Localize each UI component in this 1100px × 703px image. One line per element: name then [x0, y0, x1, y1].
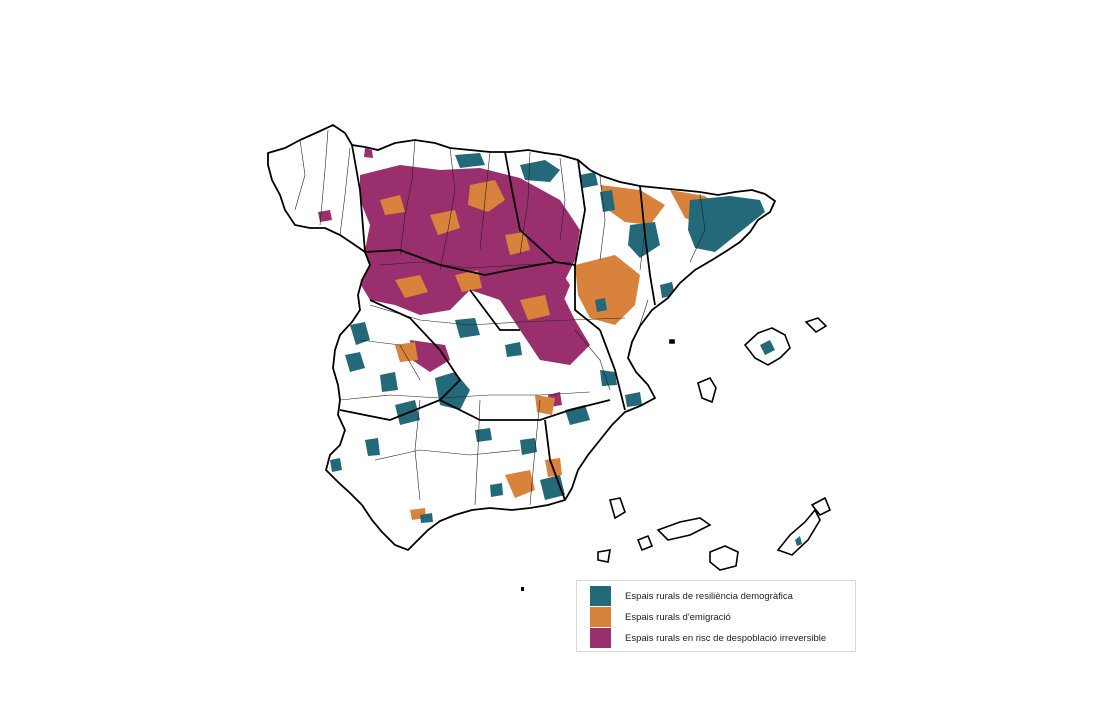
canary-islands — [521, 496, 832, 591]
legend-label-depopulation: Espais rurals en risc de despoblació irr… — [625, 632, 827, 644]
region-borders — [339, 144, 656, 501]
legend-label-resilience: Espais rurals de resiliència demogràfica — [625, 590, 793, 602]
legend-item-emigration: Espais rurals d'emigració — [590, 607, 731, 627]
legend: Espais rurals de resiliència demogràfica… — [576, 580, 856, 652]
legend-swatch-resilience — [590, 586, 611, 606]
legend-swatch-emigration — [590, 607, 611, 627]
balearic-islands — [669, 317, 828, 404]
legend-item-depopulation: Espais rurals en risc de despoblació irr… — [590, 628, 826, 648]
mainland-outline — [267, 123, 777, 552]
province-borders — [294, 129, 706, 506]
legend-swatch-depopulation — [590, 628, 611, 648]
emigration-areas — [380, 180, 722, 520]
legend-item-resilience: Espais rurals de resiliència demogràfica — [590, 586, 793, 606]
legend-label-emigration: Espais rurals d'emigració — [625, 611, 731, 623]
